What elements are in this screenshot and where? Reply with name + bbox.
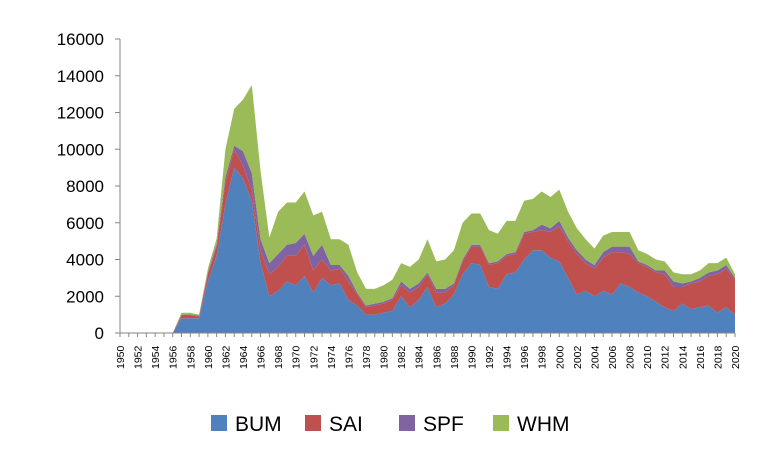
x-tick-label: 1982 [396,345,408,369]
y-tick-label: 4000 [66,251,104,270]
legend: BUM SAI SPF WHM [211,413,569,436]
x-tick-label: 2008 [625,345,637,369]
legend-swatch-whm [493,415,509,431]
y-tick-label: 10000 [57,140,104,159]
x-tick-label: 1958 [185,345,197,369]
x-tick-label: 1990 [466,345,478,369]
legend-label-spf: SPF [423,413,464,436]
area-series-bum [120,167,735,333]
x-tick-label: 1988 [449,345,461,369]
x-tick-label: 1966 [256,345,268,369]
y-axis-tick-labels: 0 2000 4000 6000 8000 10000 12000 14000 16000 [57,30,120,343]
y-tick-label: 14000 [57,67,104,86]
x-tick-label: 1992 [484,345,496,369]
x-tick-label: 1994 [502,345,514,369]
x-tick-label: 2012 [660,345,672,369]
x-tick-label: 1972 [308,345,320,369]
legend-label-whm: WHM [517,413,569,436]
x-tick-label: 2014 [677,345,689,369]
x-tick-label: 1970 [291,345,303,369]
y-tick-label: 16000 [57,30,104,49]
x-tick-label: 1996 [519,345,531,369]
x-tick-label: 2018 [712,345,724,369]
x-tick-label: 1968 [273,345,285,369]
area-series-sai [120,149,735,333]
plot-area-layer [120,84,735,333]
x-tick-label: 1950 [115,345,127,369]
x-tick-label: 1954 [150,345,162,369]
legend-swatch-bum [211,415,227,431]
legend-label-sai: SAI [329,413,363,436]
y-tick-label: 2000 [66,287,104,306]
y-tick-label: 0 [95,324,104,343]
x-axis-tick-labels: 1950 1952 1954 1956 1958 1960 1962 1964 1966 1968… [115,333,742,369]
x-tick-label: 2000 [554,345,566,369]
x-tick-label: 1980 [379,345,391,369]
y-tick-label: 12000 [57,104,104,123]
x-tick-label: 2010 [642,345,654,369]
legend-swatch-spf [399,415,415,431]
x-tick-label: 1986 [431,345,443,369]
x-tick-label: 2006 [607,345,619,369]
x-tick-label: 1984 [414,345,426,369]
x-tick-label: 1978 [361,345,373,369]
y-tick-label: 6000 [66,214,104,233]
y-tick-label: 8000 [66,177,104,196]
x-tick-label: 1956 [168,345,180,369]
x-tick-label: 1998 [537,345,549,369]
x-tick-label: 2002 [572,345,584,369]
x-tick-label: 2020 [730,345,742,369]
x-tick-label: 1962 [220,345,232,369]
x-tick-label: 2016 [695,345,707,369]
legend-label-bum: BUM [235,413,282,436]
x-tick-label: 1960 [203,345,215,369]
legend-swatch-sai [305,415,321,431]
x-tick-label: 1974 [326,345,338,369]
x-tick-label: 2004 [589,345,601,369]
x-tick-label: 1952 [133,345,145,369]
x-tick-label: 1976 [343,345,355,369]
x-tick-label: 1964 [238,345,250,369]
